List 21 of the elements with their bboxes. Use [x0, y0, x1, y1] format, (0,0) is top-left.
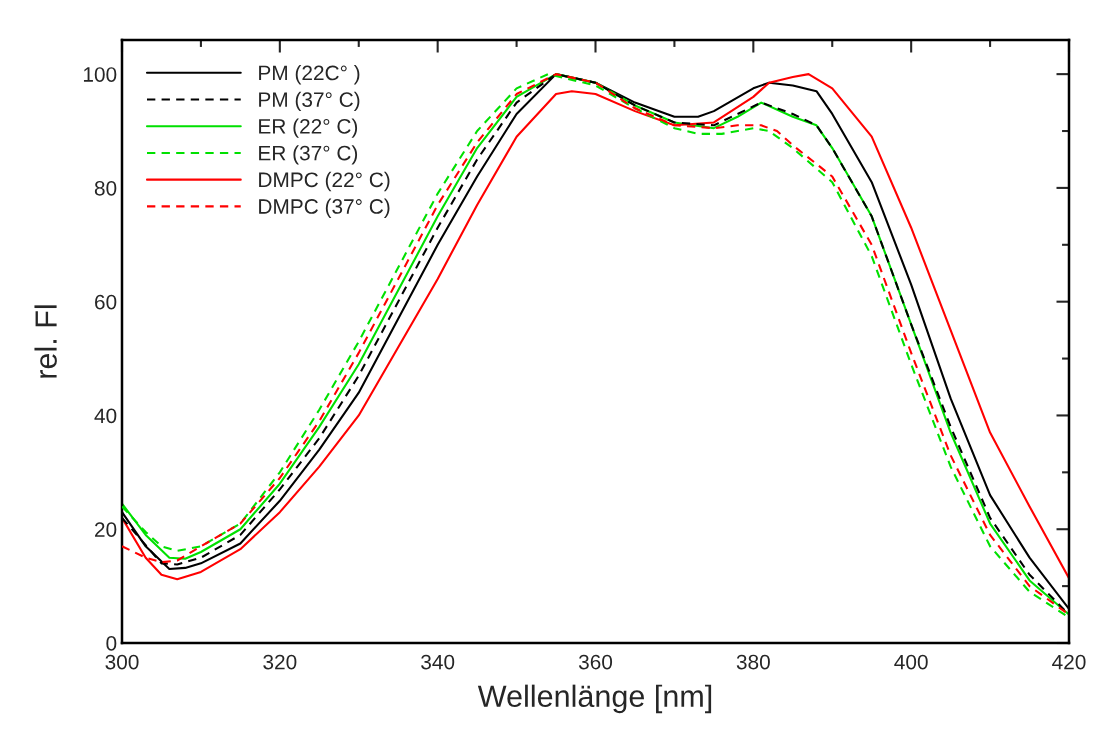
- legend-label: DMPC (37° C): [259, 198, 390, 218]
- legend-label: PM (37° C): [259, 91, 360, 112]
- x-tick-label: 420: [1052, 654, 1086, 670]
- y-tick-label: 40: [94, 408, 117, 424]
- x-tick-label: 360: [578, 654, 613, 670]
- y-tick-label: 80: [94, 180, 117, 196]
- x-tick-label: 400: [894, 654, 928, 670]
- y-tick-label: 0: [106, 636, 117, 651]
- legend-label: ER (22° C): [259, 118, 358, 138]
- x-tick-label: 320: [263, 654, 297, 670]
- x-tick-label: 300: [105, 654, 139, 670]
- y-tick-label: 60: [95, 294, 117, 310]
- legend-label: DMPC (22° C): [259, 171, 390, 192]
- y-tick-label: 20: [95, 522, 117, 537]
- y-axis-title: rel. Fl: [34, 305, 57, 378]
- x-axis-title: Wellenlänge [nm]: [477, 684, 712, 714]
- legend-label: ER (37° C): [259, 145, 358, 165]
- x-tick-label: 340: [421, 654, 455, 670]
- legend-label: PM (22C° ): [259, 65, 360, 85]
- x-tick-label: 380: [736, 654, 770, 670]
- y-tick-label: 100: [83, 67, 117, 82]
